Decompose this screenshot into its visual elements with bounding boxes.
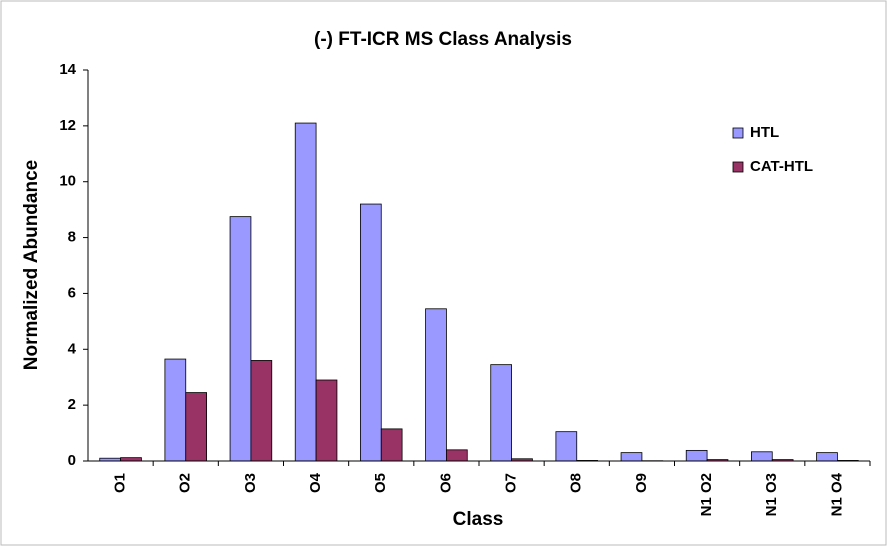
bar bbox=[229, 216, 252, 462]
bar bbox=[750, 451, 773, 462]
x-tick-label: O1 bbox=[112, 473, 129, 493]
bar bbox=[380, 428, 403, 462]
bar bbox=[315, 379, 338, 462]
x-tick-label: O5 bbox=[372, 473, 389, 493]
y-tick-label: 4 bbox=[68, 340, 77, 357]
y-tick-label: 12 bbox=[59, 117, 76, 134]
bar bbox=[120, 457, 142, 462]
legend-label: HTL bbox=[750, 124, 779, 141]
legend-swatch bbox=[732, 127, 744, 139]
x-tick-label: O3 bbox=[242, 473, 259, 493]
x-tick-label: N1 O3 bbox=[763, 473, 780, 516]
y-tick-label: 14 bbox=[59, 61, 76, 78]
y-axis-title: Normalized Abundance bbox=[21, 160, 42, 370]
bar bbox=[816, 452, 838, 462]
bar bbox=[359, 203, 382, 462]
x-tick-label: O7 bbox=[503, 473, 520, 493]
x-axis-title: Class bbox=[453, 509, 504, 530]
chart-title: (-) FT-ICR MS Class Analysis bbox=[314, 29, 572, 50]
bar bbox=[425, 308, 447, 462]
x-tick-label: O2 bbox=[177, 473, 194, 493]
y-tick-label: 8 bbox=[68, 229, 76, 246]
y-tick-label: 6 bbox=[68, 284, 76, 301]
bar bbox=[685, 449, 708, 462]
x-tick-label: O9 bbox=[633, 473, 650, 493]
y-tick-label: 2 bbox=[68, 396, 76, 413]
bar bbox=[294, 122, 317, 462]
y-tick-label: 0 bbox=[68, 452, 76, 469]
bar bbox=[555, 431, 578, 462]
x-tick-label: N1 O2 bbox=[698, 473, 715, 516]
x-tick-label: O6 bbox=[437, 473, 454, 493]
bar bbox=[185, 392, 208, 462]
legend-label: CAT-HTL bbox=[750, 158, 813, 175]
x-tick-label: N1 O4 bbox=[828, 472, 845, 516]
bar bbox=[164, 358, 187, 462]
bar bbox=[490, 364, 512, 462]
legend-swatch bbox=[732, 161, 744, 173]
bar bbox=[250, 360, 273, 462]
y-tick-label: 10 bbox=[59, 173, 76, 190]
x-tick-label: O8 bbox=[568, 473, 585, 493]
bar bbox=[446, 449, 468, 462]
x-tick-label: O4 bbox=[307, 472, 324, 493]
bar bbox=[620, 452, 643, 462]
